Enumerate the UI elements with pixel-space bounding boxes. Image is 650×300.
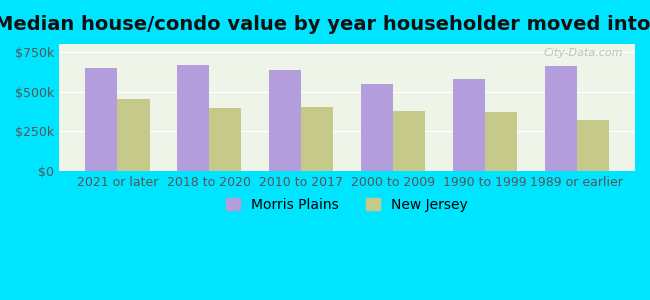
- Bar: [545, 66, 577, 171]
- Text: City-Data.com: City-Data.com: [544, 48, 623, 58]
- Bar: [361, 84, 393, 171]
- Bar: [177, 64, 209, 171]
- Bar: [577, 120, 609, 171]
- Title: Median house/condo value by year householder moved into unit: Median house/condo value by year househo…: [0, 15, 650, 34]
- Bar: [269, 70, 301, 171]
- Bar: [452, 79, 485, 171]
- Bar: [301, 107, 333, 171]
- Legend: Morris Plains, New Jersey: Morris Plains, New Jersey: [220, 192, 474, 217]
- Bar: [85, 68, 118, 171]
- Bar: [209, 108, 241, 171]
- Bar: [485, 112, 517, 171]
- Bar: [118, 99, 150, 171]
- Bar: [393, 111, 425, 171]
